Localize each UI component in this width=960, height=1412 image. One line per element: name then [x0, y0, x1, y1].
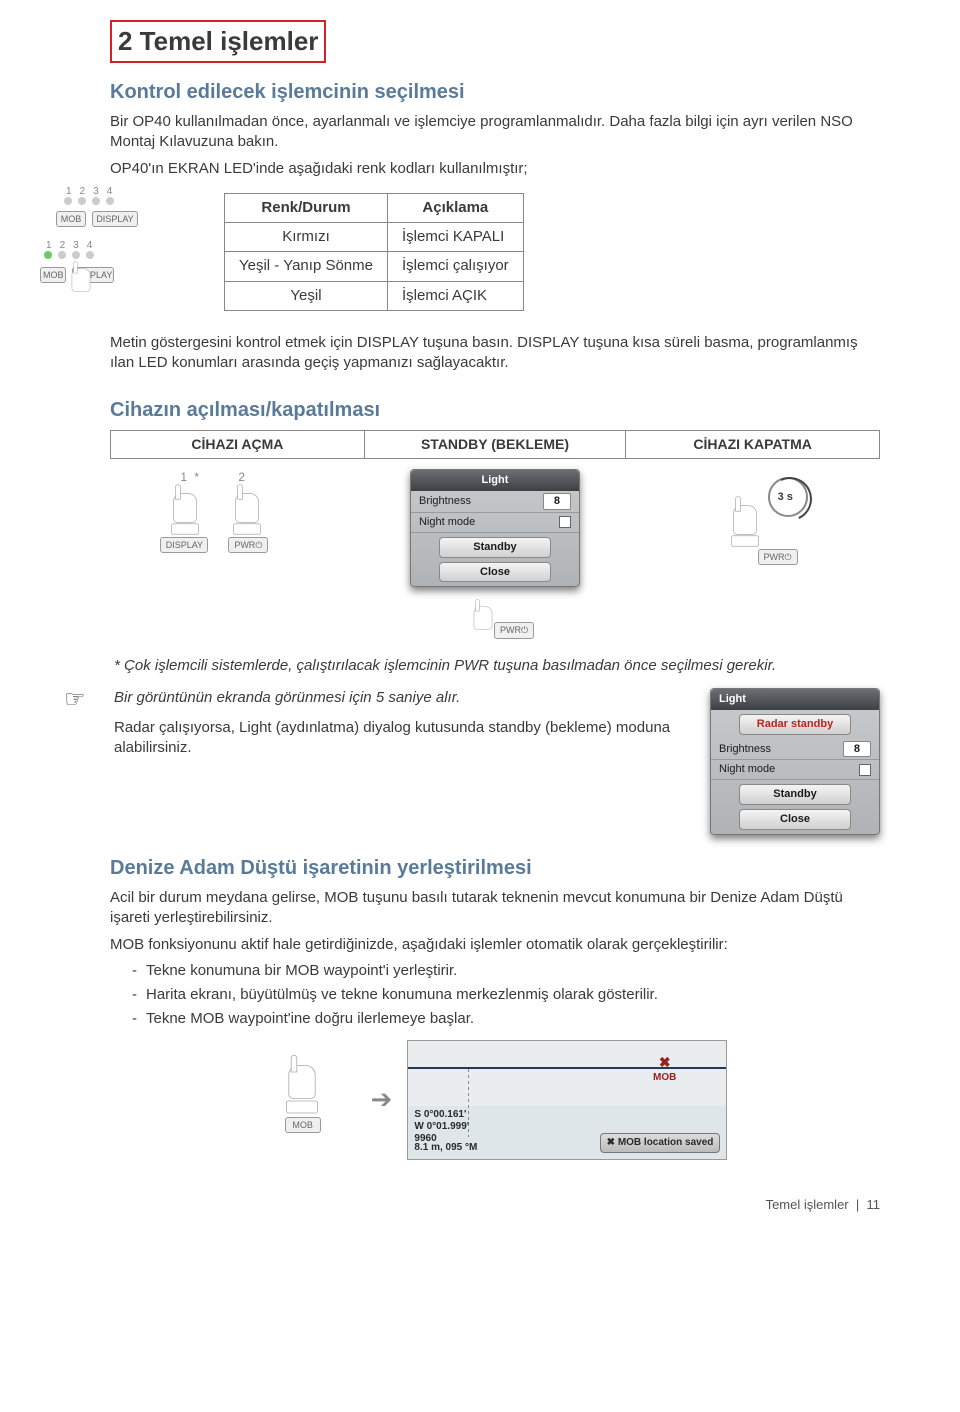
nightmode-label: Night mode: [419, 515, 475, 530]
num: 2: [238, 469, 245, 485]
cell: Yeşil: [225, 281, 388, 310]
table-row: Yeşil - Yanıp Sönme İşlemci çalışıyor: [225, 252, 524, 281]
note-wait: Bir görüntünün ekranda görünmesi için 5 …: [114, 689, 460, 706]
footer-label: Temel işlemler: [766, 1197, 849, 1212]
page-number: 11: [867, 1197, 881, 1212]
mob-label: MOB: [653, 1071, 676, 1085]
range: 8.1 m, 095 °M: [414, 1141, 477, 1155]
standby-button[interactable]: Standby: [439, 537, 551, 558]
nightmode-checkbox[interactable]: [559, 516, 571, 528]
num: 1: [180, 470, 187, 484]
cell: İşlemci AÇIK: [387, 281, 523, 310]
col-h1: CİHAZI AÇMA: [111, 431, 365, 459]
mob-map-fig: ✖ MOB S 0°00.161' W 0°01.999' 9960 8.1 m…: [407, 1040, 727, 1160]
section3-p2: MOB fonksiyonunu aktif hale getirdiğiniz…: [110, 935, 880, 955]
lbl: PWR: [500, 625, 521, 635]
page-footer: Temel işlemler | 11: [110, 1196, 880, 1214]
cell: İşlemci KAPALI: [387, 223, 523, 252]
note-radar: Radar çalışıyorsa, Light (aydınlatma) di…: [114, 718, 690, 759]
nightmode-label: Night mode: [719, 762, 775, 777]
dialog-title: Light: [711, 689, 879, 710]
lat: S 0°00.161': [414, 1109, 469, 1121]
mob-steps-list: Tekne konumuna bir MOB waypoint'i yerleş…: [132, 961, 880, 1030]
led-color-table: Renk/Durum Açıklama Kırmızı İşlemci KAPA…: [224, 193, 524, 311]
fig-power-on: 1 * 2 DISPLAY PWR⏻: [111, 459, 365, 646]
col-h3: CİHAZI KAPATMA: [626, 431, 880, 459]
light-dialog-radar: Light Radar standby Brightness 8 Night m…: [710, 688, 880, 835]
nightmode-checkbox[interactable]: [859, 764, 871, 776]
cell: Yeşil - Yanıp Sönme: [225, 252, 388, 281]
lbl: PWR: [764, 552, 785, 562]
power-action-table: CİHAZI AÇMA STANDBY (BEKLEME) CİHAZI KAP…: [110, 430, 880, 645]
radar-standby-button[interactable]: Radar standby: [739, 714, 851, 735]
pwr-btn: PWR⏻: [758, 549, 798, 565]
section1-p1: Bir OP40 kullanılmadan önce, ayarlanmalı…: [110, 112, 880, 153]
mob-btn-fig: MOB: [56, 211, 86, 227]
pwr-btn: PWR⏻: [494, 622, 534, 638]
lbl: PWR: [234, 540, 255, 550]
list-item: Harita ekranı, büyütülmüş ve tekne konum…: [132, 985, 880, 1005]
fig-power-off: 3 s PWR⏻: [626, 459, 880, 646]
brightness-value[interactable]: 8: [843, 741, 871, 758]
section2-title: Cihazın açılması/kapatılması: [110, 397, 880, 424]
table-row: Kırmızı İşlemci KAPALI: [225, 223, 524, 252]
chapter-title: 2 Temel işlemler: [110, 20, 326, 63]
section3-title: Denize Adam Düştü işaretinin yerleştiril…: [110, 855, 880, 882]
pwr-btn: PWR⏻: [228, 537, 268, 553]
mob-marker: ✖ MOB: [653, 1053, 676, 1085]
mob-btn-fig2: MOB: [40, 267, 66, 283]
brightness-label: Brightness: [719, 742, 771, 757]
lon: W 0°01.999': [414, 1121, 469, 1133]
table-h2: Açıklama: [387, 193, 523, 222]
section1-p3: Metin göstergesini kontrol etmek için DI…: [110, 333, 880, 374]
led-figure: 1 2 3 4 MOB DISPLAY 1 2 3 4: [40, 185, 150, 305]
list-item: Tekne MOB waypoint'ine doğru ilerlemeye …: [132, 1009, 880, 1029]
note-multi-proc: * Çok işlemcili sistemlerde, çalıştırıla…: [114, 656, 880, 676]
table-row: Yeşil İşlemci AÇIK: [225, 281, 524, 310]
close-button[interactable]: Close: [439, 562, 551, 583]
col-h2: STANDBY (BEKLEME): [364, 431, 625, 459]
cell: İşlemci çalışıyor: [387, 252, 523, 281]
dialog-title: Light: [411, 470, 579, 491]
section1-title: Kontrol edilecek işlemcinin seçilmesi: [110, 79, 880, 106]
cell: Kırmızı: [225, 223, 388, 252]
arrow-icon: ➔: [371, 1082, 390, 1117]
timer-label: 3 s: [778, 490, 793, 505]
brightness-label: Brightness: [419, 494, 471, 509]
close-button[interactable]: Close: [739, 809, 851, 830]
table-h1: Renk/Durum: [225, 193, 388, 222]
pointing-hand-icon: ☞: [64, 686, 86, 713]
fig-standby: Light Brightness 8 Night mode Standby Cl…: [364, 459, 625, 646]
mob-button: MOB: [285, 1117, 321, 1133]
section1-p2: OP40'ın EKRAN LED'inde aşağıdaki renk ko…: [110, 159, 880, 179]
mob-press-fig: MOB: [263, 1055, 353, 1145]
display-btn: DISPLAY: [160, 537, 208, 553]
display-btn-fig: DISPLAY: [92, 211, 138, 227]
section3-p1: Acil bir durum meydana gelirse, MOB tuşu…: [110, 888, 880, 929]
light-dialog: Light Brightness 8 Night mode Standby Cl…: [410, 469, 580, 587]
star: *: [194, 470, 199, 484]
list-item: Tekne konumuna bir MOB waypoint'i yerleş…: [132, 961, 880, 981]
footer-sep: |: [856, 1197, 859, 1212]
brightness-value[interactable]: 8: [543, 493, 571, 510]
mob-saved-toast: ✖ MOB location saved: [600, 1133, 721, 1153]
standby-button[interactable]: Standby: [739, 784, 851, 805]
